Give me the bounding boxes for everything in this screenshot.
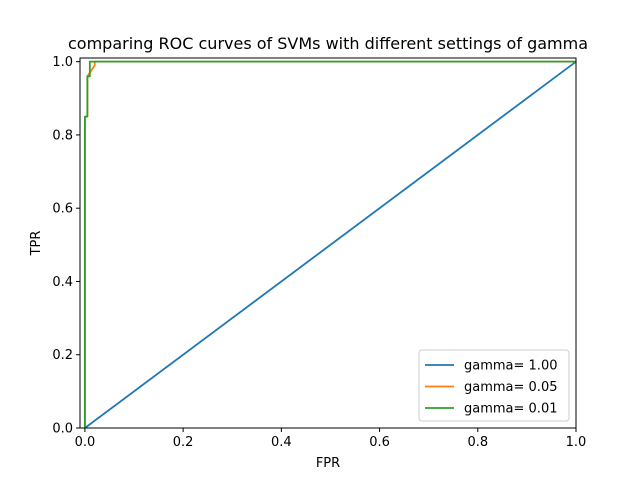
ticks-layer: 0.0 0.2 0.4 0.6 0.8 1.0 0.0 0.2 0.4 0.6 0.8 1.0: [52, 55, 586, 450]
x-tick-label: 0.4: [271, 435, 292, 450]
legend-label-0: gamma= 1.00: [464, 359, 557, 374]
series-line-0: [84, 60, 576, 428]
y-tick-label: 0.8: [52, 128, 73, 143]
legend-label-1: gamma= 0.05: [464, 380, 557, 395]
legend: gamma= 1.00 gamma= 0.05 gamma= 0.01: [418, 349, 570, 422]
y-tick-label: 0.2: [52, 348, 73, 363]
x-tick-label: 0.8: [467, 435, 488, 450]
y-axis-title: TPR: [29, 231, 44, 257]
y-tick-label: 0.0: [52, 422, 73, 437]
legend-label-2: gamma= 0.01: [464, 402, 557, 417]
chart-title: comparing ROC curves of SVMs with differ…: [68, 34, 588, 53]
plot-frame: [79, 57, 577, 429]
x-tick-label: 1.0: [566, 435, 587, 450]
x-tick-label: 0.0: [75, 435, 96, 450]
x-tick-label: 0.2: [173, 435, 194, 450]
x-axis-title: FPR: [316, 456, 340, 471]
x-tick-label: 0.6: [369, 435, 390, 450]
y-tick-label: 0.6: [52, 202, 73, 217]
y-tick-label: 0.4: [52, 275, 73, 290]
y-tick-label: 1.0: [52, 55, 73, 70]
series-layer: [84, 60, 576, 428]
series-line-2: [84, 60, 576, 428]
legend-box: [418, 349, 570, 422]
